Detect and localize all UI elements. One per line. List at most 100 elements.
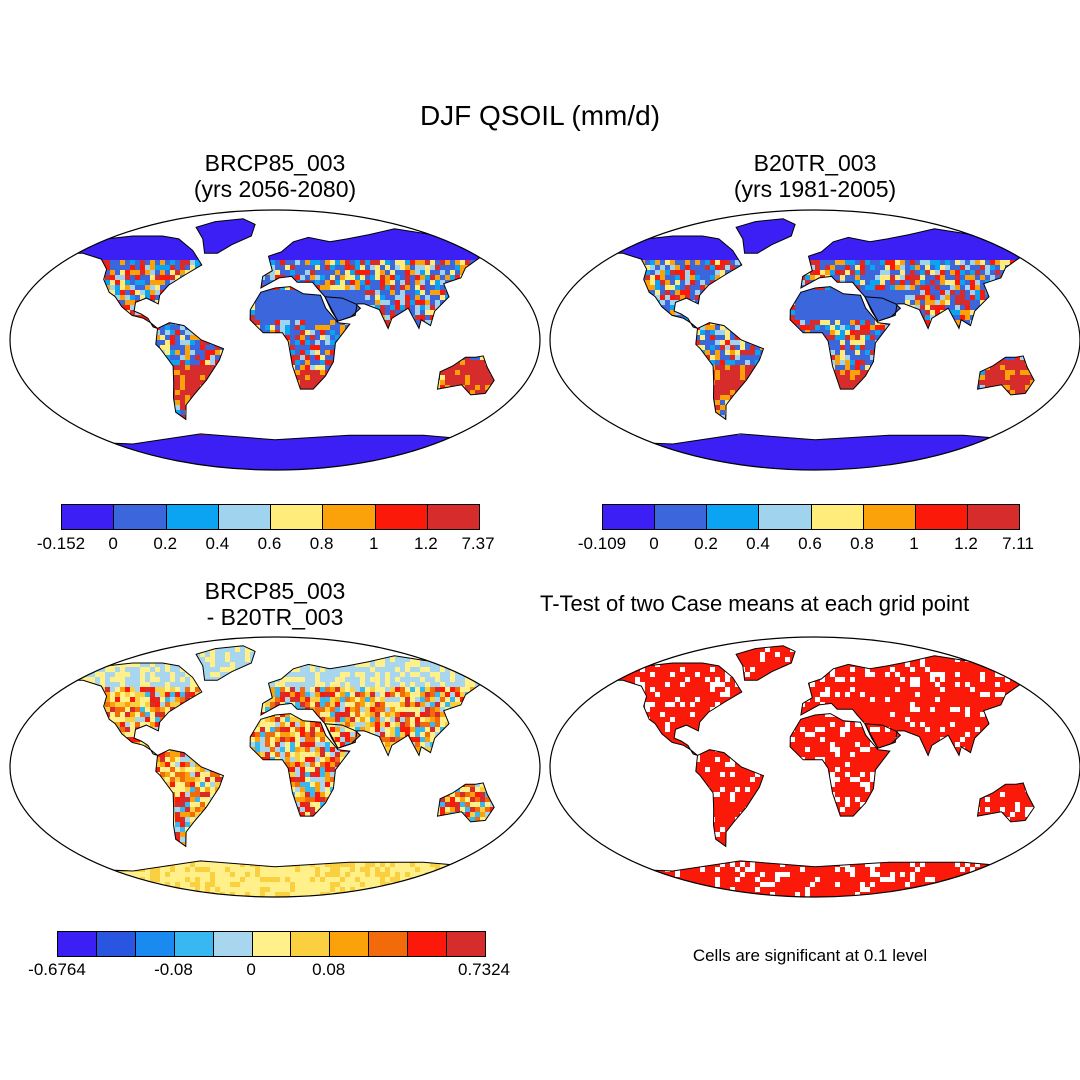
map-grid-cell (535, 235, 541, 241)
map-grid-cell (5, 405, 11, 411)
map-grid-cell (380, 210, 386, 216)
map-grid-cell (305, 300, 311, 306)
map-grid-cell (285, 270, 291, 276)
map-grid-cell (480, 430, 486, 436)
map-grid-cell (105, 225, 111, 231)
map-grid-cell (450, 220, 456, 226)
map-grid-cell (425, 240, 431, 246)
map-grid-cell (330, 255, 336, 261)
map-grid-cell (20, 405, 26, 411)
map-grid-cell (25, 265, 31, 271)
map-grid-cell (90, 205, 96, 211)
map-grid-cell (535, 240, 541, 246)
map-grid-cell (110, 220, 116, 226)
map-grid-cell (365, 285, 371, 291)
map-grid-cell (375, 245, 381, 251)
map-grid-cell (515, 425, 521, 431)
map-grid-cell (360, 205, 366, 211)
map-grid-cell (295, 315, 301, 321)
map-grid-cell (350, 265, 356, 271)
map-grid-cell (475, 385, 481, 391)
map-grid-cell (470, 205, 476, 211)
map-grid-cell (80, 210, 86, 216)
map-grid-cell (35, 400, 41, 406)
map-grid-cell (420, 280, 426, 286)
map-grid-cell (230, 235, 236, 241)
map-grid-cell (95, 245, 101, 251)
map-grid-cell (355, 300, 361, 306)
map-grid-cell (175, 400, 181, 406)
map-grid-cell (235, 235, 241, 241)
map-grid-cell (105, 210, 111, 216)
map-grid-cell (35, 405, 41, 411)
map-grid-cell (385, 285, 391, 291)
map-grid-cell (445, 250, 451, 256)
map-grid-cell (530, 380, 536, 386)
map-grid-cell (470, 235, 476, 241)
map-grid-cell (365, 280, 371, 286)
map-grid-cell (150, 280, 156, 286)
map-grid-cell (295, 320, 301, 326)
map-grid-cell (60, 255, 66, 261)
map-grid-cell (295, 355, 301, 361)
map-grid-cell (10, 260, 16, 266)
map-grid-cell (110, 290, 116, 296)
map-grid-cell (150, 260, 156, 266)
map-grid-cell (310, 250, 316, 256)
map-grid-cell (420, 240, 426, 246)
map-grid-cell (45, 235, 51, 241)
map-grid-cell (295, 255, 301, 261)
map-grid-cell (370, 245, 376, 251)
map-grid-cell (355, 255, 361, 261)
map-grid-cell (320, 330, 326, 336)
map-grid-cell (5, 210, 11, 216)
map-grid-cell (535, 395, 541, 401)
map-grid-cell (345, 275, 351, 281)
map-grid-cell (5, 240, 11, 246)
map-grid-cell (520, 220, 526, 226)
map-grid-cell (185, 330, 191, 336)
map-grid-cell (455, 225, 461, 231)
map-grid-cell (445, 275, 451, 281)
map-grid-cell (280, 310, 286, 316)
map-grid-cell (40, 255, 46, 261)
map-grid-cell (510, 270, 516, 276)
map-grid-cell (165, 270, 171, 276)
map-grid-cell (435, 300, 441, 306)
map-grid-cell (245, 220, 251, 226)
map-grid-cell (325, 265, 331, 271)
map-grid-cell (120, 225, 126, 231)
map-grid-cell (510, 215, 516, 221)
map-grid-cell (45, 260, 51, 266)
map-grid-cell (520, 240, 526, 246)
map-grid-cell (55, 210, 61, 216)
map-grid-cell (165, 345, 171, 351)
map-grid-cell (415, 210, 421, 216)
map-grid-cell (265, 275, 271, 281)
map-grid-cell (20, 395, 26, 401)
map-grid-cell (360, 290, 366, 296)
map-grid-cell (480, 375, 486, 381)
map-grid-cell (340, 325, 346, 331)
map-grid-cell (320, 320, 326, 326)
map-grid-cell (385, 280, 391, 286)
map-grid-cell (170, 205, 176, 211)
map-grid-cell (480, 250, 486, 256)
map-grid-cell (395, 245, 401, 251)
map-grid-cell (155, 275, 161, 281)
map-grid-cell (220, 225, 226, 231)
map-grid-cell (535, 385, 541, 391)
map-grid-cell (25, 270, 31, 276)
map-grid-cell (130, 265, 136, 271)
map-grid-cell (70, 245, 76, 251)
map-grid-cell (145, 275, 151, 281)
map-grid-cell (400, 285, 406, 291)
map-grid-cell (225, 230, 231, 236)
map-grid-cell (495, 425, 497, 431)
map-grid-cell (185, 345, 191, 351)
map-grid-cell (420, 205, 426, 211)
map-grid-cell (520, 245, 526, 251)
map-grid-cell (290, 245, 296, 251)
map-grid-cell (290, 265, 296, 271)
map-grid-cell (365, 210, 371, 216)
